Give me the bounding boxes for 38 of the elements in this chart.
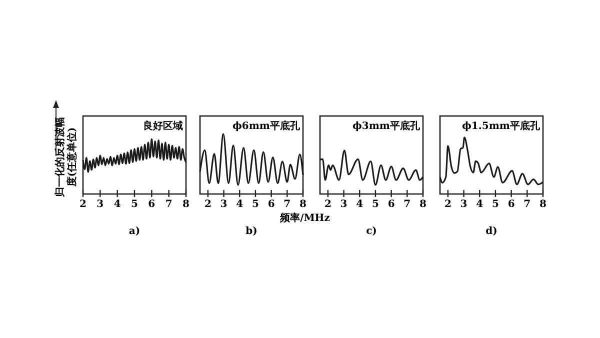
x-tick-label: 7	[284, 199, 291, 210]
x-tick-label: 4	[236, 199, 244, 210]
x-tick-label: 5	[372, 199, 379, 210]
x-tick-label: 6	[148, 199, 156, 210]
x-tick-label: 3	[220, 199, 228, 210]
x-tick-label: 8	[300, 199, 307, 210]
text: ϕ3mm平底孔	[352, 120, 421, 132]
text: ϕ6mm平底孔	[232, 120, 301, 132]
x-tick-label: 6	[388, 199, 395, 210]
text: ϕ1.5mm平底孔	[462, 120, 541, 132]
x-tick-label: 3	[96, 199, 104, 210]
x-tick-label: 4	[114, 199, 121, 210]
x-tick-label: 4	[476, 199, 484, 210]
x-tick-label: 6	[268, 199, 275, 210]
x-tick-label: 8	[420, 199, 427, 210]
y-axis-title: 归一化的反射波幅度(任意单位)	[54, 117, 78, 198]
x-tick-label: 8	[540, 199, 547, 210]
x-tick-label: 3	[340, 199, 348, 210]
x-tick-label: 5	[252, 199, 259, 210]
text: b)	[246, 226, 258, 237]
x-tick-label: 2	[204, 199, 212, 210]
x-tick-label: 7	[404, 199, 411, 210]
x-tick-label: 7	[165, 199, 172, 210]
x-tick-label: 5	[492, 199, 499, 210]
x-tick-label: 2	[324, 199, 332, 210]
x-tick-label: 2	[80, 199, 87, 210]
x-tick-label: 2	[444, 199, 452, 210]
x-tick-label: 3	[460, 199, 468, 210]
x-tick-label: 4	[356, 199, 364, 210]
x-tick-label: 7	[524, 199, 531, 210]
text: c)	[366, 226, 377, 237]
text: d)	[486, 226, 498, 237]
text: 良好区域	[143, 120, 183, 132]
x-tick-label: 6	[508, 199, 515, 210]
x-tick-label: 5	[131, 199, 138, 210]
x-tick-label: 8	[182, 199, 190, 210]
text: a)	[128, 226, 140, 237]
x-axis-title: 频率/MHz	[279, 212, 330, 224]
